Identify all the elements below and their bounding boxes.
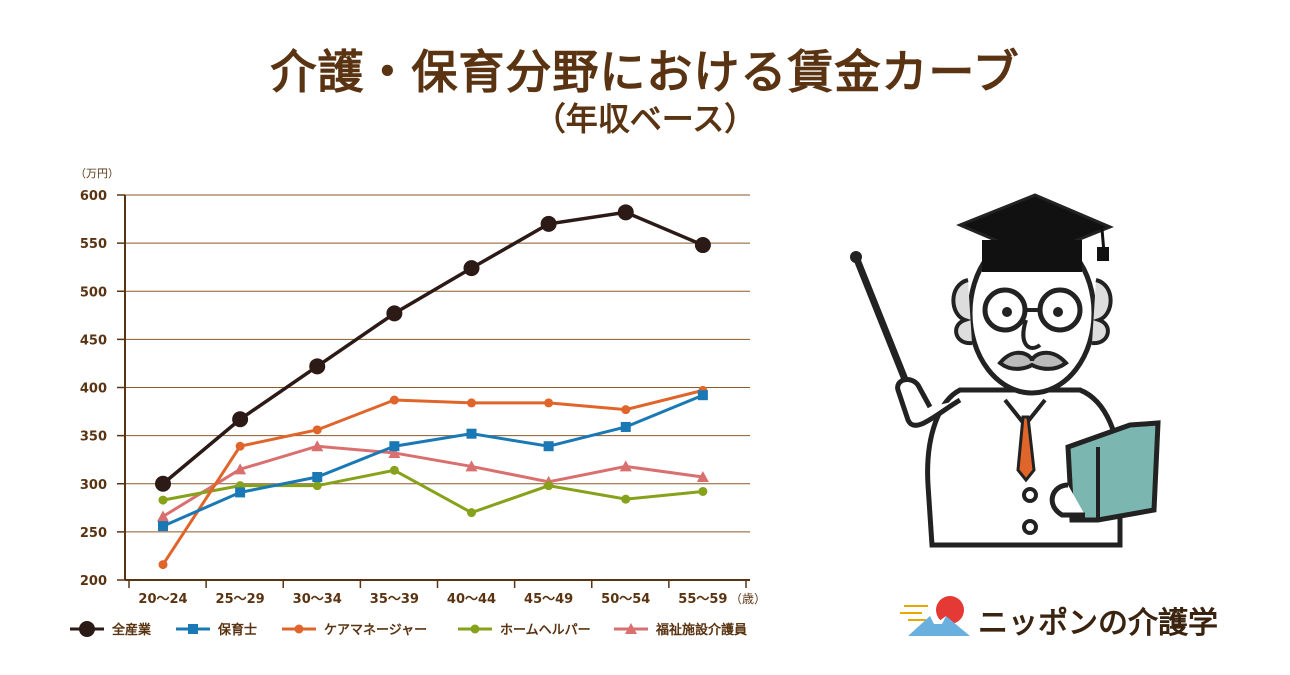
data-point — [544, 481, 554, 491]
data-point — [620, 421, 631, 432]
x-tick-label: 35〜39 — [370, 592, 419, 607]
legend-label: ケアマネージャー — [324, 623, 427, 638]
data-point — [621, 494, 631, 504]
x-tick-label: 25〜29 — [216, 592, 265, 607]
data-point — [698, 486, 708, 496]
data-point — [544, 398, 554, 408]
y-tick-label: 500 — [80, 285, 107, 300]
legend-marker — [625, 623, 637, 634]
y-tick-label: 550 — [80, 237, 107, 252]
legend-marker — [79, 621, 95, 637]
series-line — [162, 393, 704, 528]
data-point — [389, 441, 400, 452]
data-point — [235, 487, 246, 498]
data-point — [388, 446, 401, 458]
x-tick-label: 50〜54 — [601, 592, 650, 607]
chart-subtitle: （年収ベース） — [533, 100, 757, 138]
data-point — [312, 472, 323, 483]
data-point — [463, 260, 480, 277]
series-line — [161, 210, 704, 486]
x-tick-label: 40〜44 — [447, 592, 496, 607]
y-tick-label: 300 — [80, 478, 107, 493]
legend-marker — [188, 624, 198, 634]
legend-label: 保育士 — [217, 622, 257, 638]
data-point — [157, 510, 169, 522]
data-point — [694, 237, 711, 254]
professor-illustration-icon — [850, 193, 1161, 548]
y-tick-label: 350 — [80, 430, 107, 445]
data-point — [389, 395, 399, 405]
data-point — [543, 441, 554, 452]
data-point — [466, 428, 477, 439]
y-tick-label: 250 — [80, 526, 107, 541]
legend-marker — [294, 624, 304, 634]
x-tick-label: 30〜34 — [293, 592, 342, 607]
line-chart: 200 250 300 350 400 450 500 550 600 （万円） 20〜24 25〜2… — [75, 167, 766, 607]
data-point — [309, 358, 326, 375]
x-tick-label: 55〜59 — [678, 592, 727, 607]
data-point — [465, 460, 478, 472]
data-point — [158, 521, 168, 532]
data-point — [235, 441, 245, 451]
series-line — [162, 444, 704, 518]
y-tick-label: 400 — [80, 382, 107, 397]
y-tick-label: 450 — [80, 333, 107, 348]
data-point — [696, 471, 709, 483]
data-point — [312, 481, 322, 491]
chart-legend: 全産業 保育士 ケアマネージャー ホームヘルパー 福祉施設介護員 — [70, 621, 747, 638]
data-point — [311, 440, 324, 452]
x-tick-label: 20〜24 — [138, 592, 187, 607]
brand-name: ニッポンの介護学 — [978, 606, 1218, 641]
legend-label: 福祉施設介護員 — [655, 622, 747, 638]
legend-label: 全産業 — [111, 622, 152, 638]
data-point — [617, 204, 634, 221]
data-point — [155, 475, 171, 492]
y-tick-label: 200 — [80, 574, 107, 589]
series-line — [161, 388, 704, 566]
data-point — [312, 425, 322, 435]
data-point — [158, 560, 168, 570]
chart-title: 介護・保育分野における賃金カーブ — [270, 45, 1020, 99]
x-unit-label: （歳） — [730, 592, 766, 606]
data-point — [232, 411, 249, 428]
data-point — [389, 465, 399, 475]
data-point — [540, 215, 557, 232]
data-point — [158, 495, 168, 505]
y-unit-label: （万円） — [75, 167, 119, 180]
series-line — [162, 468, 704, 515]
data-point — [386, 305, 403, 322]
data-point — [467, 398, 476, 408]
y-tick-label: 600 — [80, 189, 107, 204]
mount-fuji-logo-icon — [900, 596, 970, 636]
legend-label: ホームヘルパー — [500, 623, 591, 638]
data-point — [621, 405, 631, 415]
brand-logo: ニッポンの介護学 — [900, 596, 1270, 642]
data-point — [697, 390, 708, 401]
data-point — [467, 508, 476, 518]
legend-marker — [470, 624, 480, 634]
data-point — [234, 463, 247, 475]
data-point — [619, 460, 632, 472]
x-tick-label: 45〜49 — [524, 592, 573, 607]
